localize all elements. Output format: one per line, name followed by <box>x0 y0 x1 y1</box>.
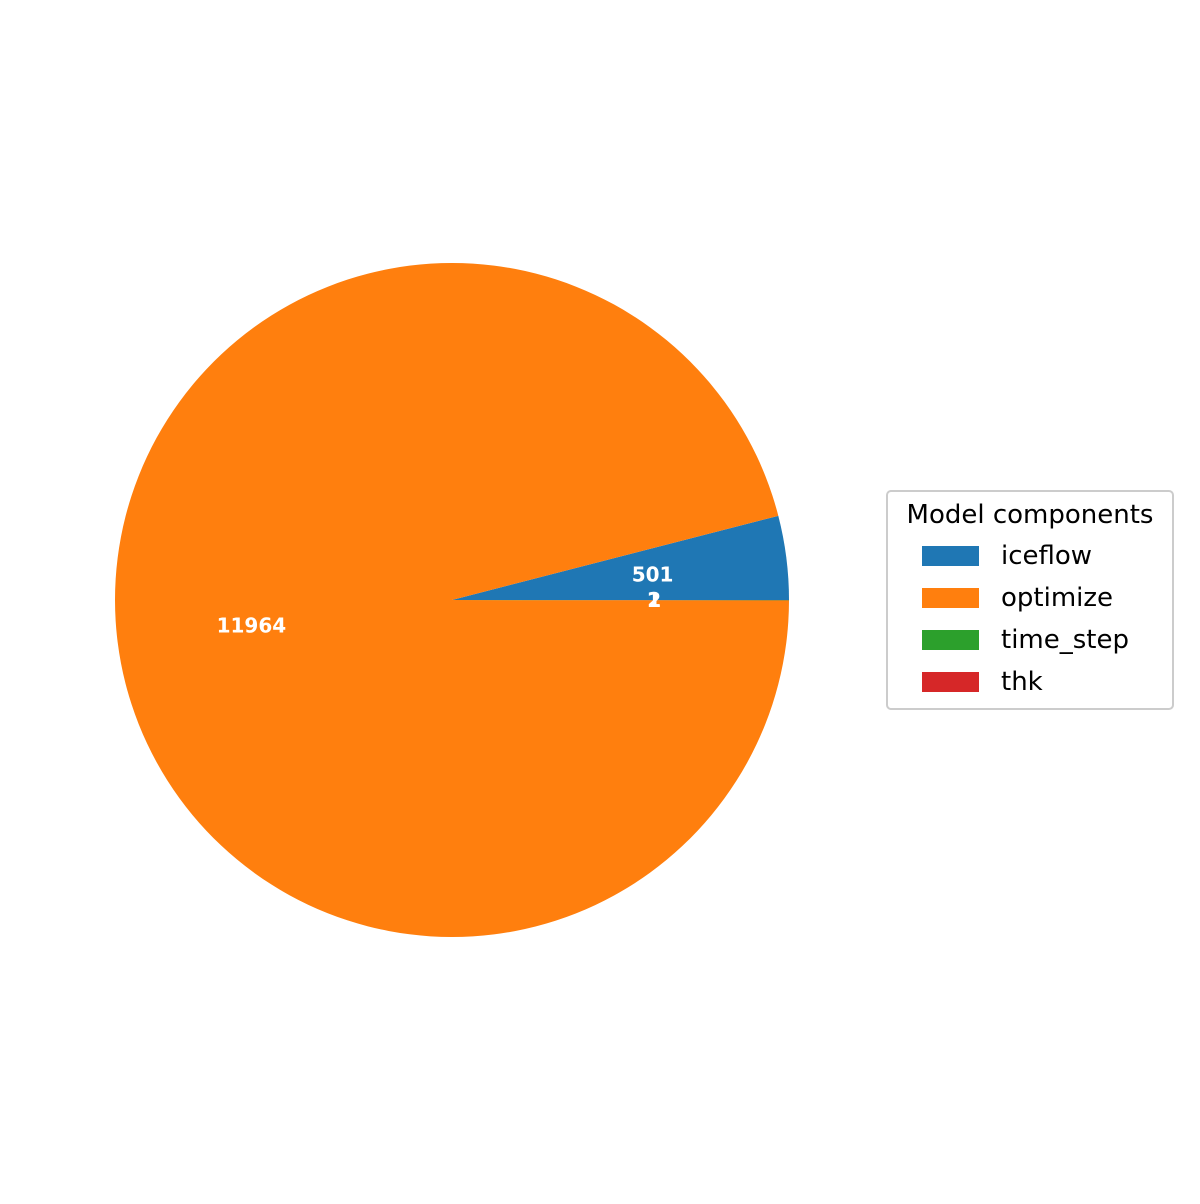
legend-label-time-step: time_step <box>1001 625 1129 655</box>
legend-swatch-time-step <box>922 630 979 650</box>
slice-label-thk: 1 <box>647 588 661 612</box>
slice-label-optimize: 11964 <box>217 613 287 637</box>
legend-swatch-iceflow <box>922 546 979 566</box>
slice-label-iceflow: 501 <box>632 563 674 587</box>
legend-label-optimize: optimize <box>1001 583 1113 613</box>
pie-slices <box>115 263 789 937</box>
legend-label-thk: thk <box>1001 667 1043 697</box>
legend-title: Model components <box>907 500 1154 530</box>
legend-swatch-optimize <box>922 588 979 608</box>
legend-label-iceflow: iceflow <box>1001 541 1092 571</box>
legend: Model components iceflow optimize time_ste… <box>887 491 1173 709</box>
legend-swatch-thk <box>922 672 979 692</box>
